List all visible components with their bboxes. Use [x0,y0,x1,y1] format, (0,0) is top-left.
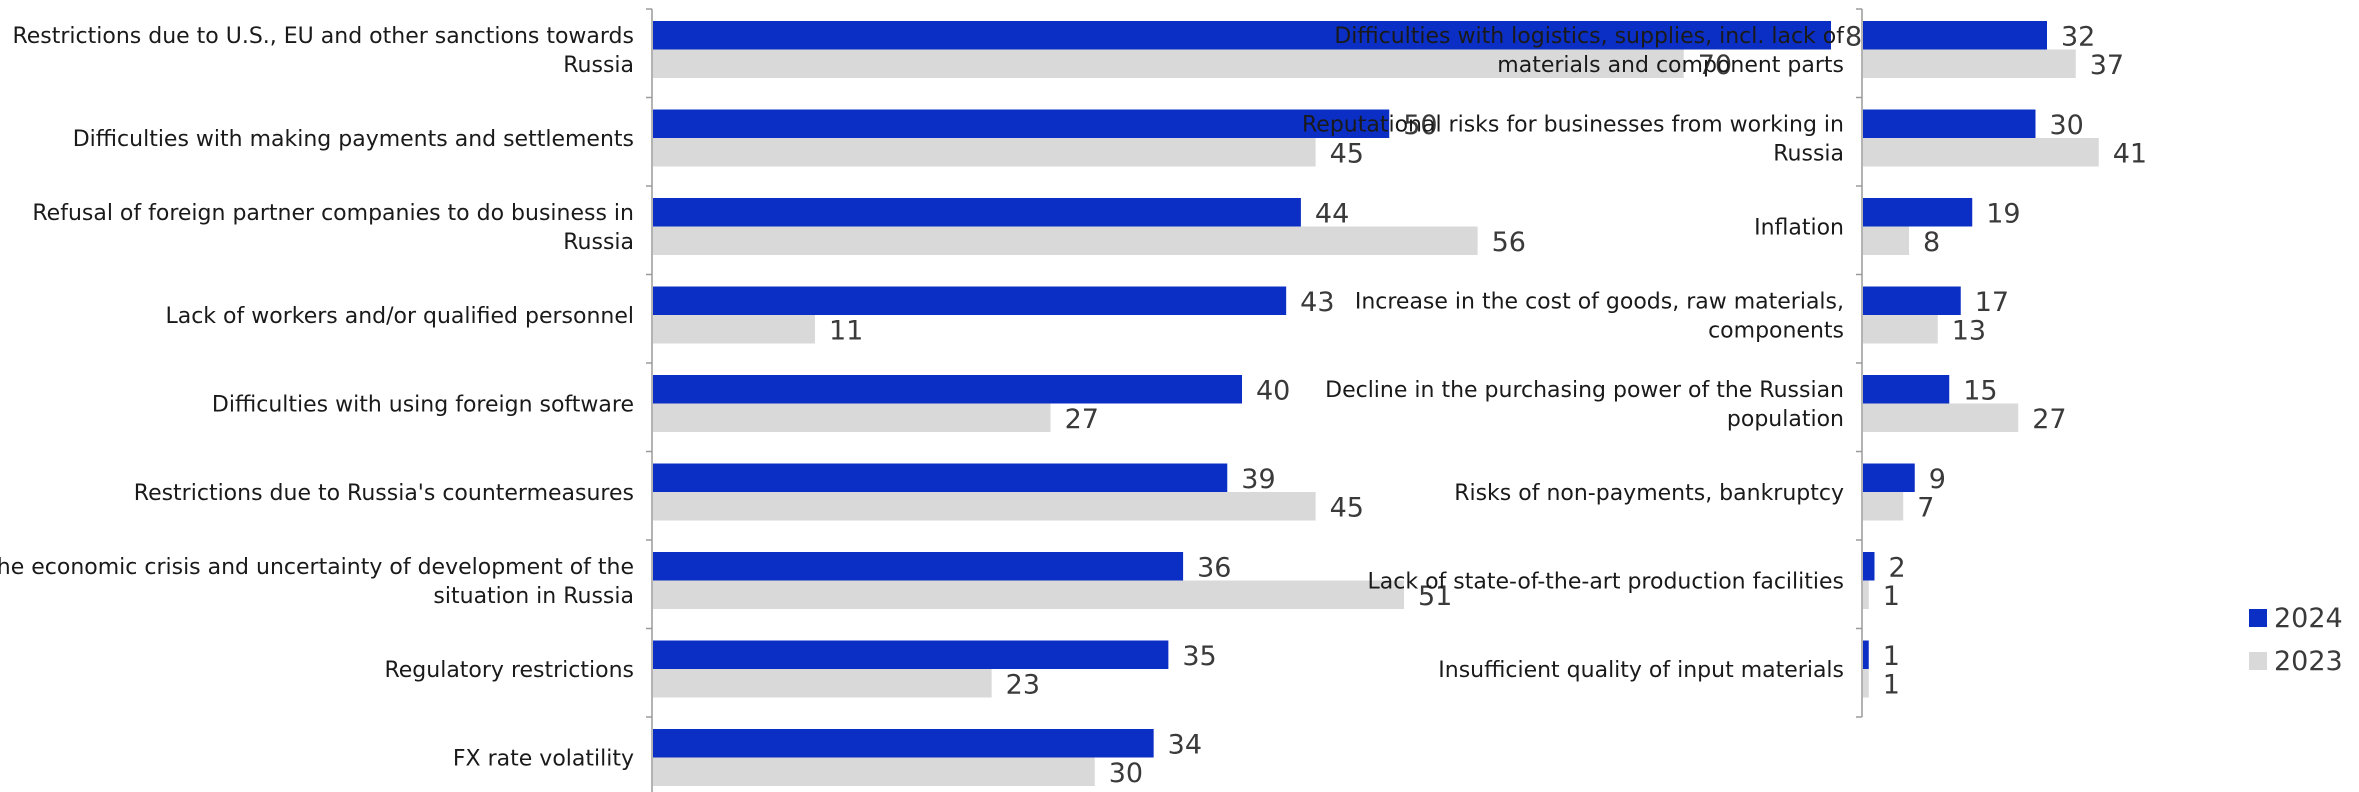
category-label: materials and component parts [1497,53,1844,78]
bar-2023 [653,315,815,344]
bar-2024 [653,375,1242,404]
bar-2023 [653,49,1684,78]
bar-2024 [1863,286,1961,315]
data-label-2024: 50 [1403,110,1437,141]
category-label: Russia [563,53,634,78]
data-label-2024: 44 [1315,198,1349,229]
category-label: Refusal of foreign partner companies to … [32,201,634,226]
category-label: Lack of workers and/or qualified personn… [165,304,634,329]
legend: 2024 2023 [2249,603,2343,677]
bar-2024 [1863,109,2036,138]
category-label: FX rate volatility [453,747,634,772]
data-label-2023: 30 [1109,758,1143,789]
legend-swatch-2023 [2249,652,2267,670]
data-label-2023: 70 [1698,50,1732,81]
bar-2023 [653,138,1316,167]
data-label-2023: 1 [1883,581,1900,612]
bar-2023 [1863,492,1904,521]
bar-2023 [653,669,992,698]
category-label: Risks of non-payments, bankruptcy [1454,481,1844,506]
legend-label-2024: 2024 [2274,603,2343,634]
data-label-2023: 56 [1492,227,1526,258]
data-label-2024: 9 [1929,464,1946,495]
bar-2023 [653,403,1051,432]
category-label: Difficulties with using foreign software [212,393,634,418]
bar-2024 [1863,640,1869,669]
data-label-2024: 36 [1197,552,1231,583]
bar-2024 [1863,198,1973,227]
legend-label-2023: 2023 [2274,646,2343,677]
data-label-2023: 7 [1917,492,1934,523]
data-label-2024: 39 [1241,464,1275,495]
category-label: Difficulties with logistics, supplies, i… [1334,24,1845,49]
bar-2023 [1863,669,1869,698]
data-label-2024: 40 [1256,375,1290,406]
category-label: Inflation [1754,216,1844,241]
legend-swatch-2024 [2249,609,2267,627]
category-label: Difficulties with making payments and se… [73,127,634,152]
data-label-2023: 45 [1330,138,1364,169]
data-label-2024: 19 [1986,198,2020,229]
category-label: components [1708,319,1844,344]
bar-2024 [653,198,1301,227]
data-label-2024: 17 [1975,287,2009,318]
bar-2024 [653,463,1228,492]
data-label-2023: 11 [829,315,863,346]
bar-2023 [1863,226,1909,255]
data-label-2023: 13 [1952,315,1986,346]
category-label: Increase in the cost of goods, raw mater… [1355,290,1844,315]
bar-2024 [653,286,1287,315]
data-label-2023: 41 [2113,138,2147,169]
category-label: Restrictions due to U.S., EU and other s… [12,24,634,49]
data-label-2024: 30 [2050,110,2084,141]
data-label-2024: 2 [1889,552,1906,583]
category-label: Restrictions due to Russia's countermeas… [134,481,634,506]
data-label-2024: 34 [1168,729,1202,760]
bar-2024 [653,109,1390,138]
data-label-2023: 27 [2032,404,2066,435]
bar-2023 [653,492,1316,521]
category-label: Lack of state-of-the-art production faci… [1368,570,1845,595]
data-label-2023: 23 [1006,669,1040,700]
category-label: Russia [563,230,634,255]
data-label-2023: 8 [1923,227,1940,258]
data-label-2024: 1 [1883,641,1900,672]
category-label: situation in Russia [433,584,634,609]
data-label-2024: 35 [1182,641,1216,672]
data-label-2023: 37 [2090,50,2124,81]
left-panel: Restrictions due to U.S., EU and other s… [0,8,1879,792]
data-label-2023: 27 [1065,404,1099,435]
bar-2023 [1863,315,1938,344]
category-label: Regulatory restrictions [384,658,634,683]
right-panel: Difficulties with logistics, supplies, i… [1302,8,2147,718]
data-label-2024: 32 [2061,21,2095,52]
bar-2024 [653,21,1831,50]
data-label-2023: 45 [1330,492,1364,523]
bar-2024 [653,729,1154,758]
bar-2023 [1863,580,1869,609]
category-label: population [1727,407,1844,432]
bar-2023 [653,757,1095,786]
category-label: Reputational risks for businesses from w… [1302,113,1844,138]
category-label: Insufficient quality of input materials [1438,658,1844,683]
data-label-2024: 15 [1963,375,1997,406]
bar-2024 [1863,375,1950,404]
data-label-2023: 51 [1418,581,1452,612]
category-label: The economic crisis and uncertainty of d… [0,555,634,580]
category-label: Decline in the purchasing power of the R… [1325,378,1844,403]
bar-2023 [1863,49,2076,78]
bar-2023 [1863,403,2019,432]
bar-2023 [1863,138,2099,167]
bar-2023 [653,226,1478,255]
bar-2024 [653,552,1184,581]
bar-2023 [653,580,1404,609]
bar-2024 [1863,21,2047,50]
bar-2024 [1863,552,1875,581]
category-label: Russia [1773,142,1844,167]
data-label-2024: 43 [1300,287,1334,318]
bar-2024 [1863,463,1915,492]
data-label-2023: 1 [1883,669,1900,700]
bar-2024 [653,640,1169,669]
